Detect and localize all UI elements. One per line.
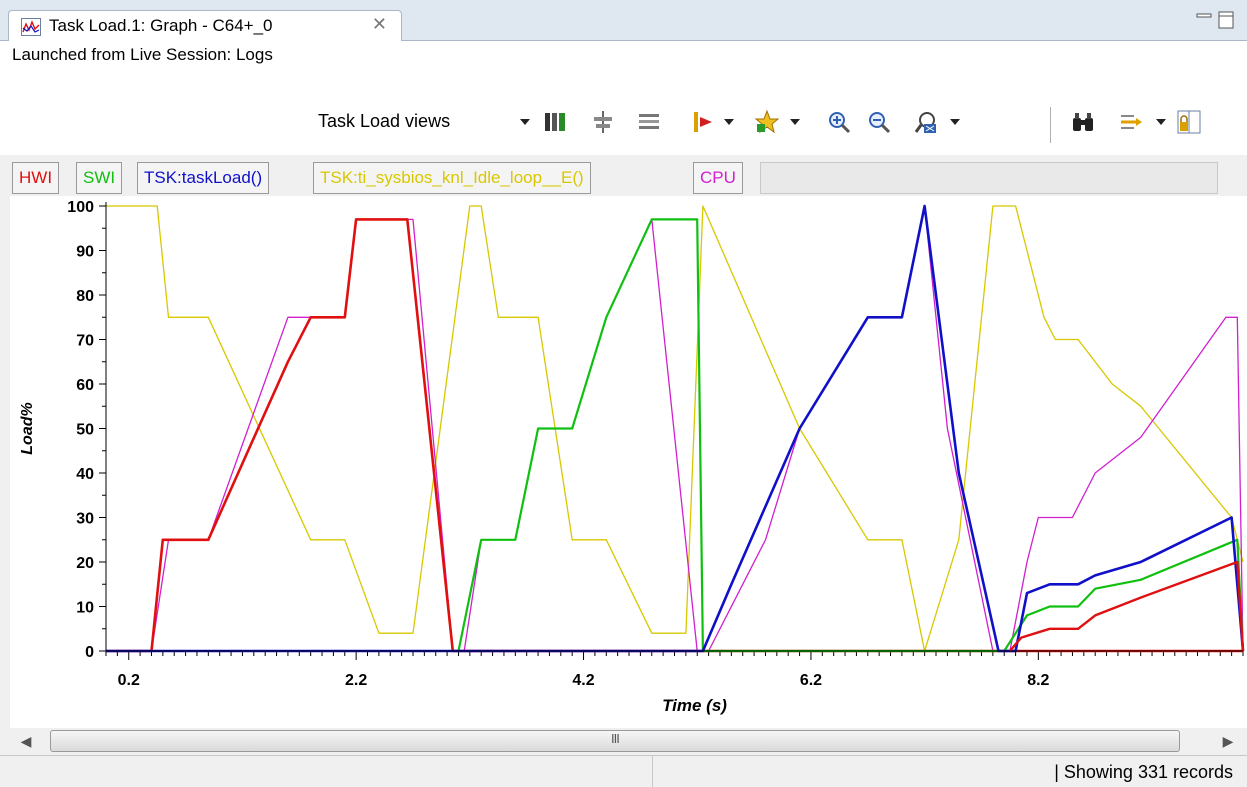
legend-hwi-label: HWI [19, 168, 53, 187]
lock-icon[interactable] [1176, 109, 1202, 135]
graph-toolbar: Task Load views [0, 69, 1247, 155]
x-tick-label: 8.2 [1027, 672, 1049, 689]
legend-tsk-taskload[interactable]: TSK:taskLoad() [137, 162, 270, 194]
window-controls [1196, 11, 1234, 29]
filter-icon[interactable] [636, 109, 662, 135]
y-tick-label: 0 [85, 644, 94, 661]
x-tick-label: 6.2 [800, 672, 822, 689]
views-dropdown-icon[interactable] [512, 109, 538, 135]
task-load-views-label: Task Load views [318, 111, 451, 131]
y-tick-label: 20 [76, 555, 94, 572]
x-tick-label: 0.2 [118, 672, 140, 689]
maximize-icon[interactable] [1218, 11, 1234, 29]
y-tick-label: 60 [76, 377, 94, 394]
group-icon[interactable] [1118, 109, 1144, 135]
y-tick-label: 90 [76, 244, 94, 261]
bookmark-icon[interactable] [690, 109, 716, 135]
legend-swi[interactable]: SWI [76, 162, 123, 194]
graph-icon [21, 18, 41, 36]
x-tick-label: 2.2 [345, 672, 367, 689]
bookmark-dropdown-icon[interactable] [716, 109, 742, 135]
y-tick-label: 30 [76, 511, 94, 528]
zoom-fit-icon[interactable] [914, 109, 940, 135]
group-dropdown-icon[interactable] [1148, 109, 1174, 135]
star-icon[interactable] [754, 109, 780, 135]
legend-tsk-taskload-label: TSK:taskLoad() [144, 168, 263, 187]
toolbar-separator [1050, 107, 1051, 143]
status-bar: | Showing 331 records [0, 755, 1247, 787]
series-line-tsk-taskload [106, 204, 1245, 653]
load-graph[interactable]: 0 10 20 30 40 50 60 70 80 90 100 0.2 2.2 4.2 6.2 8.2 L… [10, 196, 1247, 728]
y-tick-label: 70 [76, 333, 94, 350]
tab-task-load-graph[interactable]: Task Load.1: Graph - C64+_0 ✕ [8, 10, 402, 42]
find-icon[interactable] [1070, 109, 1096, 135]
y-tick-label: 50 [76, 422, 94, 439]
legend-tsk-idle-label: TSK:ti_sysbios_knl_Idle_loop__E() [320, 168, 584, 187]
legend-filler [760, 162, 1218, 194]
legend-hwi[interactable]: HWI [12, 162, 60, 194]
y-tick-label: 10 [76, 600, 94, 617]
load-graph-svg: 0 10 20 30 40 50 60 70 80 90 100 0.2 2.2 4.2 6.2 8.2 L… [19, 199, 1245, 715]
series-line-swi [457, 218, 1245, 653]
series-line-hwi-tail [1008, 560, 1245, 652]
x-axis-label: Time (s) [662, 696, 727, 715]
scroll-right-icon[interactable]: ▶ [1222, 733, 1234, 749]
legend-cpu-label: CPU [700, 168, 736, 187]
star-dropdown-icon[interactable] [782, 109, 808, 135]
y-axis-label: Load% [19, 402, 36, 454]
align-icon[interactable] [590, 109, 616, 135]
session-subtitle: Launched from Live Session: Logs [0, 41, 1247, 69]
legend-tsk-idle[interactable]: TSK:ti_sysbios_knl_Idle_loop__E() [313, 162, 591, 194]
y-tick-label: 80 [76, 288, 94, 305]
x-tick-label: 4.2 [572, 672, 594, 689]
horizontal-scrollbar[interactable]: ◀ III ▶ [12, 728, 1244, 754]
scrollbar-thumb[interactable]: III [50, 730, 1180, 752]
scroll-left-icon[interactable]: ◀ [20, 733, 32, 749]
y-tick-label: 40 [76, 466, 94, 483]
status-divider [652, 756, 653, 787]
editor-tab-bar: Task Load.1: Graph - C64+_0 ✕ [0, 0, 1247, 42]
legend-cpu[interactable]: CPU [693, 162, 743, 194]
zoom-in-icon[interactable] [826, 109, 852, 135]
zoom-dropdown-icon[interactable] [942, 109, 968, 135]
subtitle-text: Launched from Live Session: Logs [12, 45, 273, 64]
record-count: | Showing 331 records [1054, 762, 1233, 782]
scrollbar-grip: III [611, 731, 620, 746]
series-line-tsk-ti-sysbios-knl-idle-loop-e [106, 205, 1244, 652]
close-icon[interactable]: ✕ [371, 14, 387, 34]
tab-title: Task Load.1: Graph - C64+_0 [49, 16, 273, 35]
columns-icon[interactable] [542, 109, 568, 135]
legend-swi-label: SWI [83, 168, 116, 187]
y-tick-label: 100 [67, 199, 94, 216]
minimize-icon[interactable] [1196, 13, 1212, 18]
zoom-out-icon[interactable] [866, 109, 892, 135]
